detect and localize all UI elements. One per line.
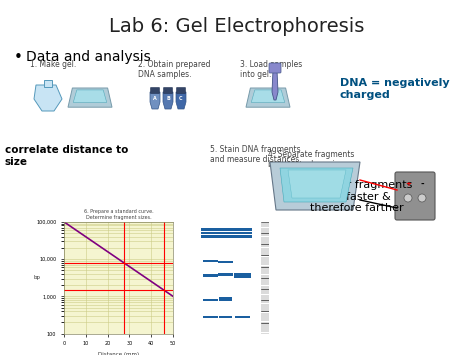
Polygon shape [280, 168, 353, 202]
FancyBboxPatch shape [269, 63, 281, 73]
FancyBboxPatch shape [219, 316, 232, 318]
FancyBboxPatch shape [218, 228, 233, 231]
Text: DNA = negatively
charged: DNA = negatively charged [340, 78, 450, 100]
FancyBboxPatch shape [203, 316, 219, 318]
FancyBboxPatch shape [219, 297, 232, 299]
Polygon shape [34, 85, 62, 111]
FancyBboxPatch shape [233, 232, 252, 234]
FancyBboxPatch shape [203, 274, 219, 277]
Polygon shape [270, 162, 360, 210]
Text: 4. Separate fragments
by electrophoresis.: 4. Separate fragments by electrophoresis… [268, 150, 355, 169]
Text: •: • [14, 50, 23, 65]
FancyBboxPatch shape [233, 235, 252, 238]
FancyBboxPatch shape [218, 273, 233, 276]
FancyBboxPatch shape [176, 87, 185, 93]
Polygon shape [272, 70, 278, 100]
FancyBboxPatch shape [203, 260, 219, 262]
Polygon shape [68, 88, 112, 107]
Text: A: A [153, 97, 157, 102]
FancyBboxPatch shape [218, 261, 233, 263]
Text: 5. Stain DNA fragments
and measure distances.: 5. Stain DNA fragments and measure dista… [210, 145, 301, 164]
Polygon shape [73, 90, 107, 102]
Text: bp: bp [33, 275, 40, 280]
FancyBboxPatch shape [201, 235, 220, 238]
FancyBboxPatch shape [218, 235, 233, 238]
Polygon shape [163, 92, 173, 109]
X-axis label: Distance (mm): Distance (mm) [98, 352, 139, 355]
Text: C: C [179, 97, 183, 102]
FancyBboxPatch shape [203, 299, 219, 301]
FancyBboxPatch shape [395, 172, 435, 220]
Text: Lab 6: Gel Electrophoresis: Lab 6: Gel Electrophoresis [109, 17, 365, 36]
Text: +: + [405, 181, 411, 187]
FancyBboxPatch shape [151, 87, 159, 93]
FancyBboxPatch shape [235, 273, 251, 275]
Text: correlate distance to
size: correlate distance to size [5, 145, 128, 166]
Text: Data and analysis: Data and analysis [26, 50, 151, 64]
Polygon shape [288, 170, 346, 198]
Text: smaller fragments
travel faster &
therefore farther: smaller fragments travel faster & theref… [310, 180, 412, 213]
FancyBboxPatch shape [201, 232, 220, 234]
Text: 3. Load samples
into gel.: 3. Load samples into gel. [240, 60, 302, 80]
Circle shape [404, 194, 412, 202]
FancyBboxPatch shape [235, 316, 250, 318]
Polygon shape [176, 92, 186, 109]
FancyBboxPatch shape [219, 299, 232, 301]
Polygon shape [150, 92, 160, 109]
FancyBboxPatch shape [164, 87, 173, 93]
Title: 6. Prepare a standard curve.
Determine fragment sizes.: 6. Prepare a standard curve. Determine f… [84, 209, 153, 220]
Polygon shape [251, 90, 285, 102]
Text: 2. Obtain prepared
DNA samples.: 2. Obtain prepared DNA samples. [138, 60, 210, 80]
Text: -: - [420, 180, 424, 189]
Text: B: B [166, 97, 170, 102]
FancyBboxPatch shape [44, 80, 52, 87]
FancyBboxPatch shape [201, 228, 220, 231]
FancyBboxPatch shape [218, 232, 233, 234]
Text: 1. Make gel.: 1. Make gel. [30, 60, 76, 69]
FancyBboxPatch shape [235, 275, 251, 278]
FancyBboxPatch shape [233, 228, 252, 231]
Polygon shape [246, 88, 290, 107]
Circle shape [418, 194, 426, 202]
